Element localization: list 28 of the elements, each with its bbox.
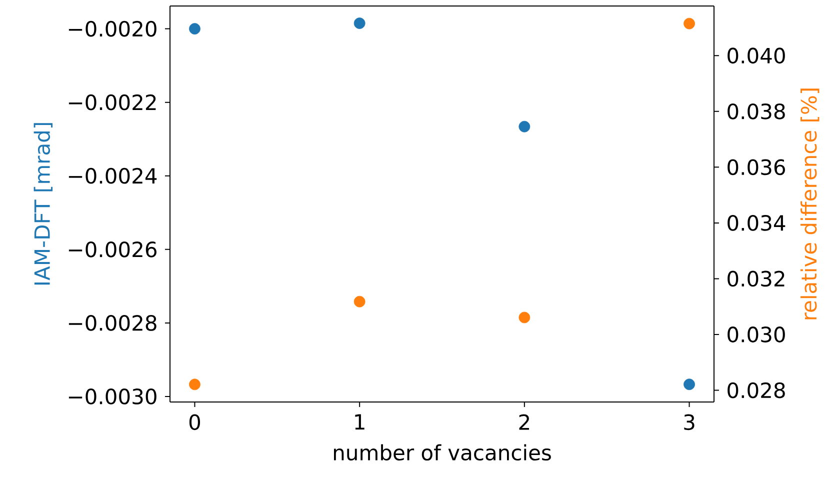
y2-tick-label: 0.032 xyxy=(728,270,784,287)
point xyxy=(684,378,695,390)
y2-axis-title: relative difference [%] xyxy=(800,88,820,320)
point xyxy=(518,312,530,324)
y-axis-title: IAM-DFT [mrad] xyxy=(34,123,53,285)
y2-tick-label: 0.028 xyxy=(728,382,785,398)
point xyxy=(684,18,695,30)
y-tick-label: −0.0026 xyxy=(68,241,156,258)
x-tick-label: 1 xyxy=(355,414,364,430)
y2-tick-label: 0.040 xyxy=(728,48,785,64)
y2-tick-label: 0.036 xyxy=(728,159,785,176)
point xyxy=(189,378,200,390)
x-tick-label: 3 xyxy=(684,414,694,430)
point xyxy=(354,18,366,29)
y-tick-label: −0.0024 xyxy=(68,168,157,184)
point xyxy=(189,23,200,34)
y-tick-label: −0.0020 xyxy=(68,20,156,37)
x-tick-label: 0 xyxy=(189,414,200,430)
y2-tick-label: 0.038 xyxy=(728,103,785,120)
x-axis-title: number of vacancies xyxy=(334,444,551,461)
y-tick-label: −0.0030 xyxy=(68,388,156,404)
y-tick-label: −0.0028 xyxy=(68,314,156,331)
y-tick-label: −0.0022 xyxy=(68,94,156,110)
y2-tick-label: 0.034 xyxy=(728,215,786,231)
x-tick-label: 2 xyxy=(519,414,530,430)
y2-tick-label: 0.030 xyxy=(728,326,785,342)
point xyxy=(354,296,366,308)
point xyxy=(518,120,530,132)
